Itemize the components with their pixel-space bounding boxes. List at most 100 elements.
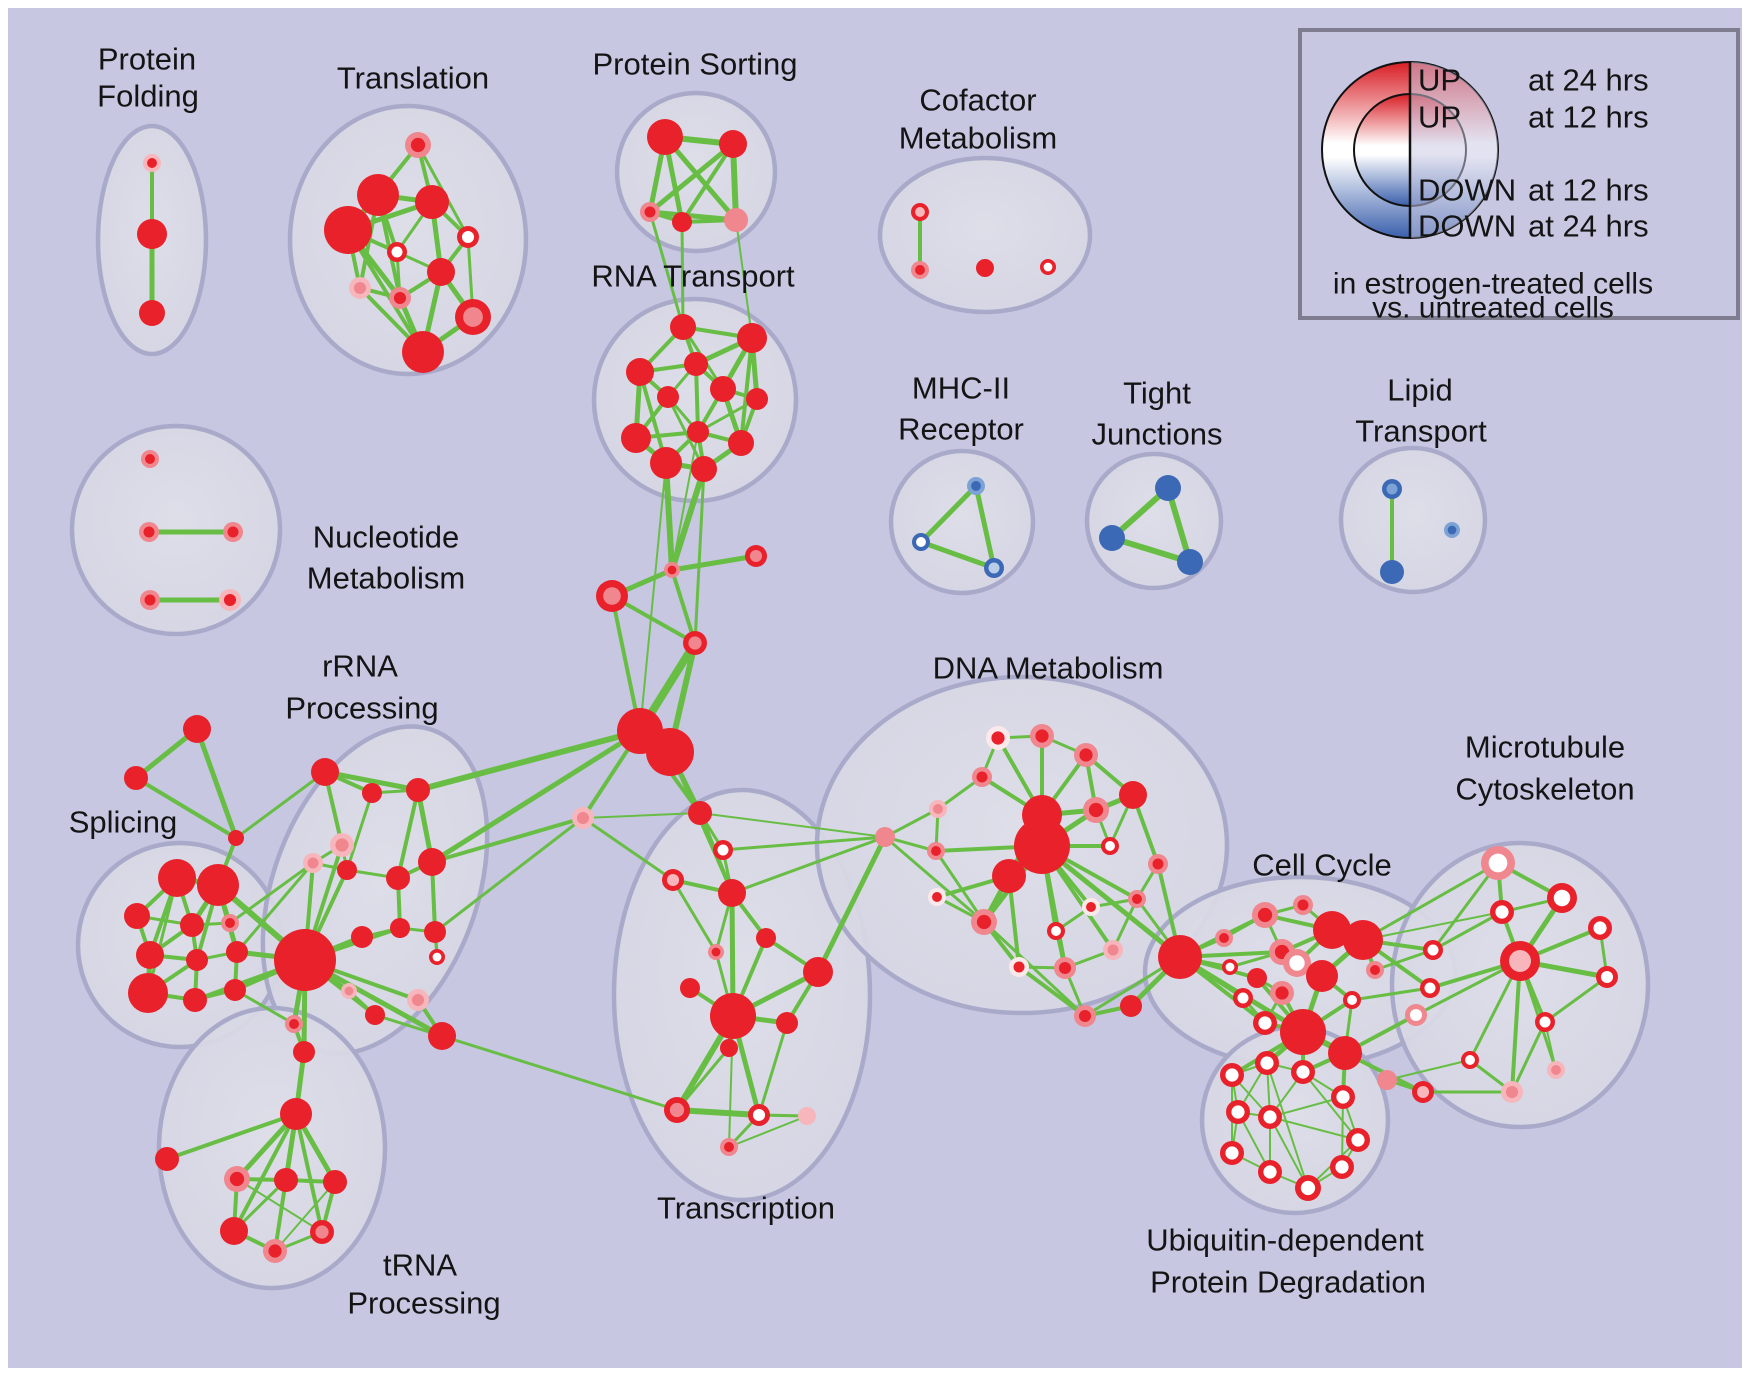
gene-node-tn3 <box>155 1147 179 1171</box>
node-outer-ring <box>406 778 430 802</box>
interaction-edge <box>194 726 239 841</box>
gene-node-cc1 <box>1158 935 1202 979</box>
legend-direction-outer-top: UP <box>1418 63 1461 98</box>
node-inner-core <box>1237 992 1249 1004</box>
node-inner-core <box>988 562 1000 574</box>
interaction-edge <box>693 467 706 645</box>
node-inner-core <box>931 846 941 856</box>
gene-node-sp9 <box>128 973 168 1013</box>
node-inner-core <box>915 207 925 217</box>
gene-node-nn3 <box>223 522 243 542</box>
node-inner-core <box>1275 986 1289 1000</box>
cluster-label-lipid-transport: Transport <box>1355 414 1487 449</box>
node-inner-core <box>1051 926 1061 936</box>
cluster-label-transcription: Transcription <box>657 1191 835 1226</box>
interaction-edge <box>1431 861 1500 952</box>
gene-node-tc10 <box>776 1012 798 1034</box>
node-outer-ring <box>137 219 167 249</box>
cluster-label-cofactor-metabolism: Cofactor <box>919 83 1036 118</box>
gene-node-tl4 <box>324 206 372 254</box>
gene-node-sp4 <box>180 913 204 937</box>
gene-node-u4 <box>1331 1085 1355 1109</box>
gene-node-u9 <box>1258 1160 1282 1184</box>
legend-direction-inner-top: UP <box>1418 100 1461 135</box>
node-outer-ring <box>756 928 776 948</box>
node-inner-core <box>463 307 483 327</box>
node-outer-ring <box>124 903 150 929</box>
cluster-label-ubiquitin-dependent-protein-degradation: Ubiquitin-dependent <box>1146 1223 1424 1258</box>
node-inner-core <box>1336 1090 1350 1104</box>
gene-node-rt2 <box>737 323 767 353</box>
node-outer-ring <box>136 941 164 969</box>
interaction-edge <box>1543 975 1609 1024</box>
gene-node-sp10 <box>183 988 207 1012</box>
gene-node-rr13 <box>341 983 357 999</box>
gene-node-rt1 <box>670 314 696 340</box>
interaction-edge <box>1039 843 1183 960</box>
legend-direction-outer-bottom: DOWN <box>1418 209 1516 244</box>
gene-node-mt7 <box>1588 916 1612 940</box>
node-inner-core <box>1351 1133 1365 1147</box>
node-outer-ring <box>1158 935 1202 979</box>
gene-node-rr12 <box>424 921 446 943</box>
gene-node-cx6 <box>1377 1070 1397 1090</box>
interaction-edge <box>675 1046 731 1112</box>
node-outer-ring <box>647 119 683 155</box>
gene-node-mt2 <box>1547 883 1577 913</box>
gene-node-rt7 <box>746 388 768 410</box>
gene-node-cx1 <box>572 807 594 829</box>
node-outer-ring <box>139 300 165 326</box>
node-outer-ring <box>710 376 736 402</box>
gene-node-rr5 <box>303 853 323 873</box>
gene-node-tl8 <box>349 277 371 299</box>
node-outer-ring <box>1099 525 1125 551</box>
gene-node-tc6 <box>708 944 724 960</box>
gene-node-u7 <box>1346 1128 1370 1152</box>
interaction-edge <box>415 728 643 793</box>
interaction-edge <box>582 812 701 819</box>
node-inner-core <box>1107 944 1119 956</box>
node-outer-ring <box>718 879 746 907</box>
node-inner-core <box>1086 902 1096 912</box>
node-outer-ring <box>402 331 444 373</box>
gene-node-nn4 <box>140 590 160 610</box>
node-outer-ring <box>1177 549 1203 575</box>
cluster-label-rna-transport: RNA Transport <box>591 259 795 294</box>
cluster-label-splicing: Splicing <box>69 805 178 840</box>
interaction-edge <box>671 431 699 571</box>
interaction-edge <box>1269 1096 1344 1118</box>
gene-node-ch3 <box>596 580 628 612</box>
node-outer-ring <box>351 926 373 948</box>
gene-node-dm19 <box>1009 957 1029 977</box>
node-outer-ring <box>1380 560 1404 584</box>
cluster-label-protein-folding: Folding <box>97 79 199 114</box>
gene-node-nn1 <box>141 450 159 468</box>
gene-node-cc2 <box>1252 902 1278 928</box>
gene-node-mh3 <box>984 558 1004 578</box>
node-inner-core <box>1300 1180 1316 1196</box>
node-outer-ring <box>337 860 357 880</box>
gene-node-tn4 <box>224 1166 250 1192</box>
node-inner-core <box>289 1019 299 1029</box>
gene-node-dm18 <box>1047 922 1065 940</box>
node-inner-core <box>1257 907 1273 923</box>
node-outer-ring <box>228 830 244 846</box>
gene-node-rr2 <box>362 783 382 803</box>
interaction-edge <box>757 1021 789 1117</box>
node-inner-core <box>1289 955 1305 971</box>
node-outer-ring <box>1120 995 1142 1017</box>
node-outer-ring <box>657 386 679 408</box>
node-inner-core <box>1424 982 1436 994</box>
node-inner-core <box>227 526 239 538</box>
node-inner-core <box>1225 1146 1239 1160</box>
node-outer-ring <box>976 259 994 277</box>
gene-node-tc5 <box>756 928 776 948</box>
gene-node-tl2 <box>357 174 399 216</box>
interaction-edge <box>982 920 1087 1018</box>
gene-node-u2 <box>1255 1051 1279 1075</box>
cluster-label-trna-processing: Processing <box>347 1286 500 1321</box>
cluster-label-microtubule-cytoskeleton: Cytoskeleton <box>1455 772 1634 807</box>
gene-node-tc2 <box>713 840 733 860</box>
node-inner-core <box>229 1171 245 1187</box>
gene-node-u11 <box>1330 1155 1354 1179</box>
